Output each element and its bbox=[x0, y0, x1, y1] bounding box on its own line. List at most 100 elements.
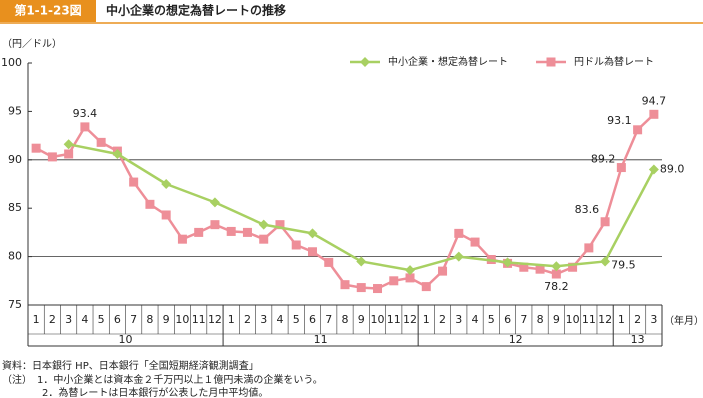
figure-label: 第1-1-23図 bbox=[14, 3, 81, 18]
point bbox=[551, 269, 561, 279]
point bbox=[356, 256, 367, 267]
point bbox=[584, 243, 594, 253]
point bbox=[63, 139, 74, 150]
point bbox=[177, 234, 187, 244]
legend-label: 中小企業・想定為替レート bbox=[388, 55, 508, 68]
series-line bbox=[68, 143, 118, 156]
x-tick-label: 4 bbox=[81, 313, 88, 326]
point bbox=[551, 261, 562, 272]
x-tick-label: 10 bbox=[371, 313, 385, 326]
series-line bbox=[165, 182, 216, 204]
point bbox=[307, 247, 317, 257]
x-tick-label: 6 bbox=[504, 313, 511, 326]
point bbox=[600, 217, 610, 227]
x-group-label: 11 bbox=[314, 333, 328, 346]
point bbox=[291, 240, 301, 250]
y-tick-label: 80 bbox=[8, 250, 22, 263]
figure-label-box bbox=[0, 0, 96, 22]
point bbox=[161, 179, 172, 189]
series-line bbox=[214, 201, 265, 226]
note: （注） 1．中小企業とは資本金２千万円以上１億円未満の企業をいう。 bbox=[2, 373, 323, 386]
x-tick-label: 9 bbox=[358, 313, 365, 326]
x-tick-label: 5 bbox=[98, 313, 105, 326]
data-label: 93.1 bbox=[607, 114, 632, 127]
point bbox=[633, 125, 643, 135]
point bbox=[405, 265, 416, 276]
series-line bbox=[458, 255, 508, 264]
x-tick-label: 12 bbox=[598, 313, 612, 326]
x-tick-label: 1 bbox=[228, 313, 235, 326]
x-tick-label: 6 bbox=[114, 313, 121, 326]
point bbox=[112, 148, 123, 159]
point bbox=[454, 228, 464, 238]
point bbox=[209, 197, 220, 208]
x-tick-label: 4 bbox=[472, 313, 479, 326]
x-tick-label: 7 bbox=[520, 313, 527, 326]
x-tick-label: 11 bbox=[192, 313, 206, 326]
point bbox=[226, 226, 236, 236]
x-tick-label: 2 bbox=[244, 313, 251, 326]
x-tick-label: 2 bbox=[49, 313, 56, 326]
series-line bbox=[409, 255, 460, 272]
x-tick-label: 7 bbox=[130, 313, 137, 326]
point bbox=[80, 122, 90, 132]
data-label: 79.5 bbox=[611, 258, 636, 271]
point bbox=[47, 152, 57, 162]
point bbox=[373, 284, 383, 294]
point bbox=[356, 283, 366, 293]
series-line bbox=[556, 260, 606, 268]
point bbox=[96, 137, 106, 147]
x-tick-label: 11 bbox=[582, 313, 596, 326]
x-tick-label: 2 bbox=[439, 313, 446, 326]
point bbox=[519, 262, 529, 272]
x-tick-label: 9 bbox=[553, 313, 560, 326]
point bbox=[129, 177, 139, 187]
x-unit: （年月） bbox=[664, 314, 703, 327]
x-tick-label: 5 bbox=[488, 313, 495, 326]
series-line bbox=[116, 152, 167, 186]
point bbox=[259, 234, 269, 244]
data-label: 78.2 bbox=[544, 280, 569, 293]
point bbox=[242, 227, 252, 237]
legend-marker bbox=[546, 57, 556, 67]
x-tick-label: 10 bbox=[566, 313, 580, 326]
x-tick-label: 4 bbox=[276, 313, 283, 326]
point bbox=[275, 220, 285, 230]
point bbox=[161, 210, 171, 220]
point bbox=[502, 257, 513, 268]
x-tick-label: 3 bbox=[455, 313, 462, 326]
point bbox=[258, 219, 269, 230]
point bbox=[389, 276, 399, 286]
y-tick-label: 100 bbox=[1, 56, 22, 69]
note: 資料：日本銀行 HP、日本銀行「全国短期経済観測調査」 bbox=[2, 359, 259, 372]
x-tick-label: 1 bbox=[423, 313, 430, 326]
x-tick-label: 12 bbox=[208, 313, 222, 326]
point bbox=[535, 264, 545, 274]
x-tick-label: 3 bbox=[650, 313, 657, 326]
x-tick-label: 8 bbox=[342, 313, 349, 326]
y-tick-label: 85 bbox=[8, 201, 22, 214]
point bbox=[210, 220, 220, 230]
point bbox=[568, 262, 578, 272]
x-group-label: 13 bbox=[631, 333, 645, 346]
point bbox=[421, 282, 431, 292]
point bbox=[453, 251, 464, 262]
point bbox=[438, 266, 448, 276]
point bbox=[470, 237, 480, 247]
point bbox=[145, 199, 155, 209]
x-tick-label: 2 bbox=[634, 313, 641, 326]
x-tick-label: 3 bbox=[260, 313, 267, 326]
y-tick-label: 75 bbox=[8, 298, 22, 311]
y-tick-label: 90 bbox=[8, 153, 22, 166]
series-line bbox=[263, 223, 313, 235]
x-tick-label: 6 bbox=[309, 313, 316, 326]
x-tick-label: 12 bbox=[403, 313, 417, 326]
x-group-label: 10 bbox=[119, 333, 133, 346]
point bbox=[194, 227, 204, 237]
chart-title: 中小企業の想定為替レートの推移 bbox=[106, 3, 286, 18]
x-tick-label: 8 bbox=[146, 313, 153, 326]
point bbox=[649, 109, 659, 119]
point bbox=[340, 280, 350, 290]
data-label: 94.7 bbox=[642, 94, 667, 107]
point bbox=[31, 143, 41, 153]
